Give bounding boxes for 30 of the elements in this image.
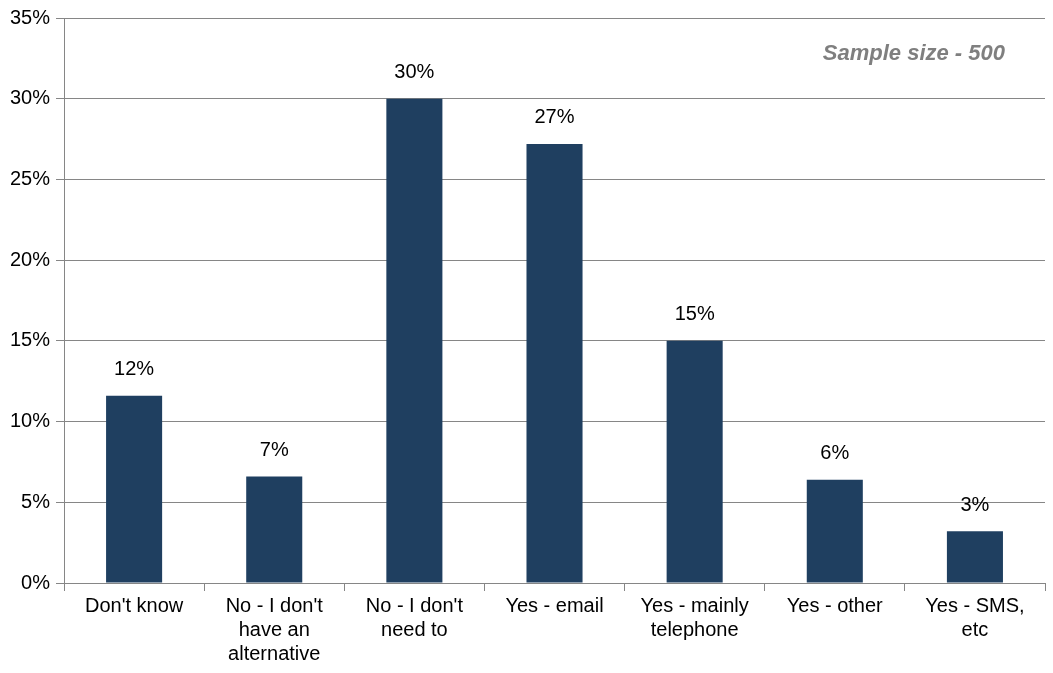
x-tick-label: Don't know <box>84 593 184 616</box>
y-tick-label: 5% <box>21 489 51 512</box>
data-label: 3% <box>960 492 990 515</box>
y-tick-label: 20% <box>10 247 51 270</box>
data-label: 6% <box>820 441 850 464</box>
bar <box>246 476 303 583</box>
x-tick-label: No - I don't have an alternative <box>225 593 324 664</box>
x-tick-label: No - I don't need to <box>365 593 464 640</box>
data-label: 12% <box>114 357 155 380</box>
y-tick-label: 10% <box>10 409 51 432</box>
data-label: 15% <box>674 302 715 325</box>
annotation: Sample size - 500 <box>822 40 1006 66</box>
x-tick-label: Yes - mainly telephone <box>640 593 749 640</box>
x-tick-label: Yes - email <box>505 593 604 616</box>
data-label: 30% <box>394 60 435 83</box>
data-label: 7% <box>259 437 289 460</box>
bar <box>526 143 583 583</box>
bar <box>666 340 723 583</box>
y-tick-label: 0% <box>21 570 51 593</box>
bar <box>806 479 863 583</box>
x-tick-label: Yes - SMS, etc <box>925 593 1025 640</box>
y-tick-label: 30% <box>10 86 51 109</box>
x-tick-label: Yes - other <box>786 593 884 616</box>
bar <box>106 395 163 583</box>
data-label: 27% <box>534 105 575 128</box>
y-tick-label: 15% <box>10 328 51 351</box>
bar <box>946 531 1003 583</box>
y-tick-label: 35% <box>10 5 51 28</box>
y-tick-label: 25% <box>10 166 51 189</box>
bar <box>386 98 443 583</box>
